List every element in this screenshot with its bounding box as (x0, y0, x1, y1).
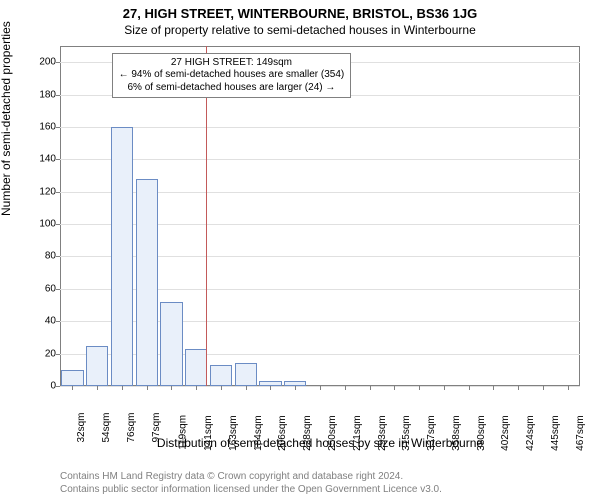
histogram-bar (61, 370, 83, 386)
ytick-mark (56, 159, 60, 160)
xtick-mark (196, 386, 197, 390)
annotation-line: 27 HIGH STREET: 149sqm (119, 57, 345, 70)
ytick-label: 100 (39, 219, 56, 230)
xtick-mark (543, 386, 544, 390)
xtick-mark (72, 386, 73, 390)
x-axis-label: Distribution of semi-detached houses by … (60, 436, 580, 450)
credits-line-1: Contains HM Land Registry data © Crown c… (60, 471, 590, 484)
histogram-bar (185, 349, 207, 386)
xtick-mark (147, 386, 148, 390)
xtick-mark (493, 386, 494, 390)
ytick-mark (56, 289, 60, 290)
ytick-label: 120 (39, 186, 56, 197)
histogram-bar (86, 346, 108, 386)
ytick-mark (56, 386, 60, 387)
ytick-label: 140 (39, 154, 56, 165)
annotation-box: 27 HIGH STREET: 149sqm← 94% of semi-deta… (112, 53, 352, 99)
ytick-label: 60 (45, 283, 56, 294)
ytick-label: 160 (39, 121, 56, 132)
ytick-label: 20 (45, 348, 56, 359)
xtick-mark (270, 386, 271, 390)
ytick-mark (56, 321, 60, 322)
xtick-mark (345, 386, 346, 390)
xtick-mark (518, 386, 519, 390)
y-axis-label: Number of semi-detached properties (0, 21, 13, 216)
histogram-bar (111, 127, 133, 386)
xtick-mark (221, 386, 222, 390)
credits: Contains HM Land Registry data © Crown c… (60, 471, 590, 496)
xtick-mark (419, 386, 420, 390)
chart-title: 27, HIGH STREET, WINTERBOURNE, BRISTOL, … (0, 0, 600, 21)
ytick-label: 200 (39, 57, 56, 68)
histogram-bar (160, 302, 182, 386)
plot-area: 02040608010012014016018020032sqm54sqm76s… (60, 46, 580, 386)
annotation-line: ← 94% of semi-detached houses are smalle… (119, 69, 345, 82)
xtick-mark (171, 386, 172, 390)
xtick-mark (295, 386, 296, 390)
xtick-mark (444, 386, 445, 390)
ytick-mark (56, 354, 60, 355)
chart-subtitle: Size of property relative to semi-detach… (0, 21, 600, 37)
ytick-mark (56, 127, 60, 128)
histogram-bar (136, 179, 158, 386)
xtick-mark (97, 386, 98, 390)
xtick-mark (568, 386, 569, 390)
gridline (60, 159, 580, 160)
histogram-bar (210, 365, 232, 386)
xtick-mark (320, 386, 321, 390)
ytick-mark (56, 224, 60, 225)
xtick-mark (469, 386, 470, 390)
ytick-mark (56, 256, 60, 257)
ytick-mark (56, 192, 60, 193)
histogram-bar (235, 363, 257, 386)
xtick-mark (246, 386, 247, 390)
xtick-mark (122, 386, 123, 390)
chart-container: 27, HIGH STREET, WINTERBOURNE, BRISTOL, … (0, 0, 600, 500)
ytick-label: 0 (50, 381, 56, 392)
gridline (60, 127, 580, 128)
ytick-mark (56, 62, 60, 63)
xtick-mark (394, 386, 395, 390)
ytick-label: 180 (39, 89, 56, 100)
ytick-mark (56, 95, 60, 96)
annotation-line: 6% of semi-detached houses are larger (2… (119, 82, 345, 95)
xtick-mark (370, 386, 371, 390)
ytick-label: 80 (45, 251, 56, 262)
ytick-label: 40 (45, 316, 56, 327)
credits-line-2: Contains public sector information licen… (60, 484, 590, 497)
